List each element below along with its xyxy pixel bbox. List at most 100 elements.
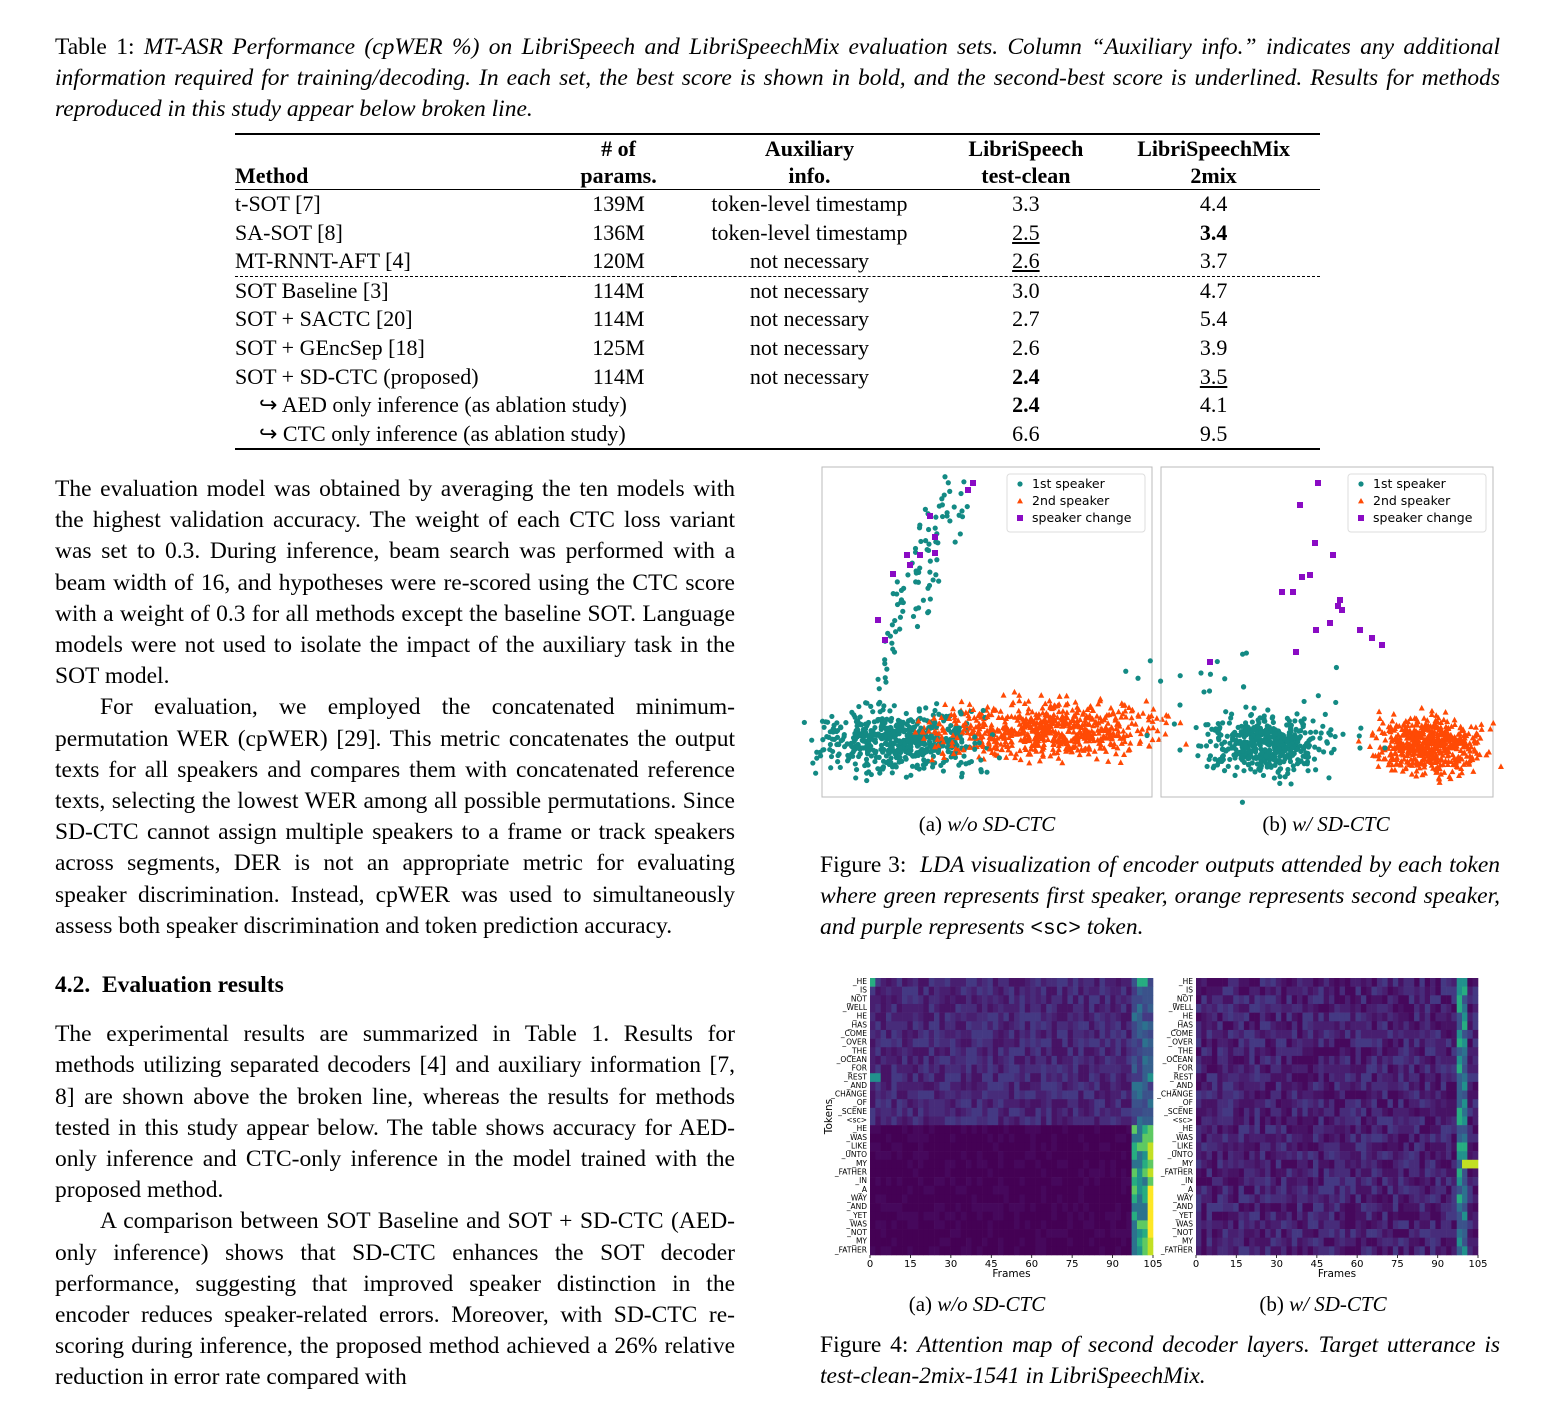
y-tick-label: _MY: [851, 1159, 867, 1168]
heatmap-cell: [1307, 1003, 1314, 1013]
heatmap-cell: [1451, 978, 1458, 987]
heatmap-cell: [966, 1038, 972, 1048]
scatter-point: [841, 733, 847, 740]
heatmap-cell: [1227, 1038, 1234, 1048]
scatter-point: [1474, 754, 1481, 761]
heatmap-cell: [998, 1185, 1004, 1195]
heatmap-cell: [912, 1029, 919, 1039]
heatmap-cell: [1297, 1081, 1303, 1091]
heatmap-cell: [1440, 1047, 1447, 1057]
heatmap-cell: [1008, 1246, 1015, 1256]
heatmap-cell: [1217, 1073, 1223, 1083]
heatmap-cell: [891, 1021, 897, 1031]
heatmap-cell: [950, 1012, 956, 1022]
heatmap-cell: [934, 1073, 940, 1083]
heatmap-cell: [1104, 1159, 1111, 1169]
heatmap-cell: [1094, 1099, 1100, 1109]
scatter-point: [891, 703, 897, 709]
y-tick-label: _THE: [1173, 1046, 1193, 1055]
heatmap-cell: [1131, 1003, 1138, 1013]
heatmap-cell: [1024, 1177, 1031, 1187]
y-tick-label: _THE: [847, 1046, 867, 1055]
heatmap-cell: [960, 1246, 967, 1256]
heatmap-cell: [1131, 1099, 1138, 1109]
heatmap-cell: [1147, 978, 1154, 987]
heatmap-cell: [1435, 1021, 1442, 1031]
heatmap-cell: [960, 1003, 967, 1013]
heatmap-cell: [1147, 1064, 1154, 1074]
heatmap-cell: [1446, 1073, 1452, 1083]
heatmap-cell: [1233, 1073, 1239, 1083]
heatmap-cell: [1136, 1159, 1143, 1169]
heatmap-cell: [1030, 1107, 1036, 1117]
heatmap-cell: [886, 1185, 892, 1195]
heatmap-cell: [1024, 995, 1031, 1005]
heatmap-cell: [1035, 1116, 1042, 1126]
heatmap-cell: [902, 1038, 908, 1048]
heatmap-cell: [998, 1116, 1004, 1126]
heatmap-cell: [960, 1081, 967, 1091]
heatmap-cell: [870, 1203, 876, 1213]
scatter-point: [1414, 731, 1421, 737]
scatter-point: [1245, 762, 1252, 768]
heatmap-cell: [976, 1116, 983, 1126]
heatmap-cell: [1329, 1090, 1335, 1100]
heatmap-cell: [1339, 1047, 1346, 1057]
scatter-point: [1435, 774, 1442, 781]
heatmap-cell: [1472, 1021, 1479, 1031]
heatmap-cell: [1403, 1012, 1410, 1022]
heatmap-cell: [1019, 1055, 1026, 1065]
scatter-point: [849, 709, 855, 715]
heatmap-cell: [1110, 995, 1116, 1005]
heatmap-cell: [1136, 1237, 1143, 1247]
heatmap-cell: [1297, 978, 1303, 987]
heatmap-cell: [971, 1099, 978, 1109]
scatter-point: [1472, 724, 1479, 730]
scatter-point: [1000, 734, 1007, 740]
heatmap-cell: [1024, 1116, 1031, 1126]
heatmap-cell: [1024, 1107, 1031, 1117]
heatmap-cell: [987, 1237, 994, 1247]
scatter-point: [1265, 707, 1271, 713]
heatmap-cell: [1040, 1064, 1047, 1074]
cell: 3.0: [1012, 277, 1040, 303]
heatmap-cell: [1419, 1003, 1426, 1013]
heatmap-cell: [1456, 1047, 1463, 1057]
heatmap-cell: [1206, 1055, 1213, 1065]
heatmap-cell: [870, 1177, 876, 1187]
scatter-point: [1171, 721, 1177, 727]
heatmap-cell: [870, 1159, 876, 1169]
heatmap-cell: [1254, 1081, 1261, 1091]
scatter-point: [958, 759, 964, 766]
heatmap-cell: [896, 1246, 903, 1256]
heatmap-cell: [1078, 1168, 1084, 1178]
heatmap-cell: [1467, 1081, 1473, 1091]
heatmap-cell: [896, 1107, 903, 1117]
heatmap-cell: [1238, 1073, 1245, 1083]
heatmap-cell: [998, 1159, 1004, 1169]
scatter-point: [1277, 766, 1283, 772]
heatmap-cell: [1238, 986, 1245, 996]
heatmap-cell: [891, 1220, 897, 1230]
heatmap-cell: [1419, 1029, 1426, 1039]
heatmap-cell: [1136, 978, 1143, 987]
heatmap-cell: [1302, 1064, 1309, 1074]
heatmap-cell: [1366, 1055, 1372, 1065]
heatmap-cell: [1136, 1003, 1143, 1013]
heatmap-cell: [1211, 1012, 1218, 1022]
scatter-point: [813, 770, 819, 776]
heatmap-cell: [1472, 1081, 1479, 1091]
scatter-point: [853, 775, 859, 781]
heatmap-cell: [1398, 1012, 1404, 1022]
scatter-point: [1079, 721, 1086, 728]
scatter-point: [870, 709, 876, 715]
legend-marker: [1017, 515, 1023, 521]
heatmap-cell: [1035, 1090, 1042, 1100]
heatmap-cell: [934, 1081, 940, 1091]
legend-label: speaker change: [1373, 510, 1473, 525]
scatter-point: [1086, 732, 1093, 739]
heatmap-cell: [1104, 1038, 1111, 1048]
heatmap-cell: [1408, 1012, 1415, 1022]
heatmap-cell: [1201, 1003, 1207, 1013]
heatmap-cell: [960, 1021, 967, 1031]
